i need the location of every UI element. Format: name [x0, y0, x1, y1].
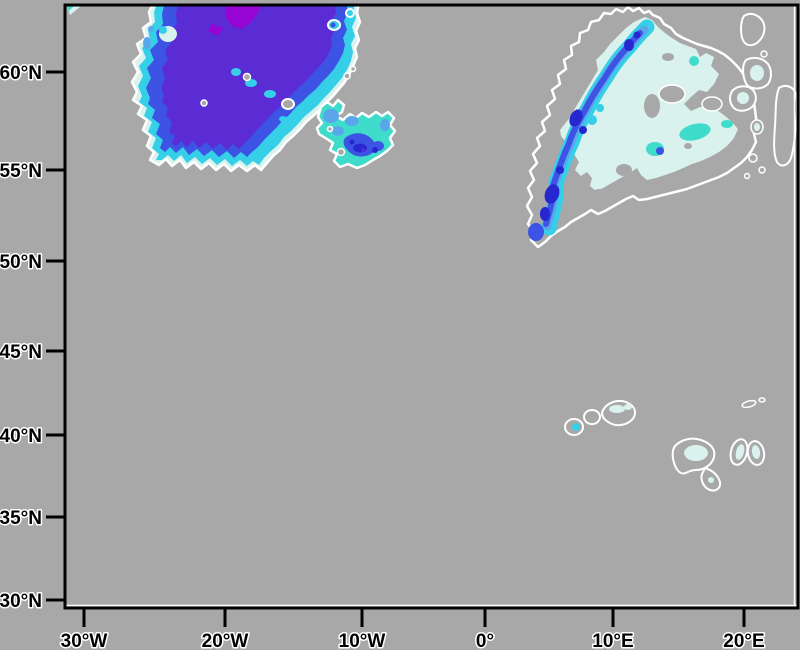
iceland-indigo-dot — [361, 148, 365, 152]
ne-island-palecyan-core — [750, 65, 764, 81]
alp-palecyan-core — [609, 405, 625, 413]
fjord-spot — [231, 68, 241, 76]
east-gray-islet — [343, 72, 351, 80]
turquoise-spot — [689, 56, 699, 66]
norway-darkblue-cores — [540, 31, 641, 221]
south-norway-blue-blob — [528, 223, 544, 241]
coastal-hole — [281, 98, 295, 110]
gray-dash — [741, 399, 757, 409]
region-northeast-islands — [729, 12, 797, 180]
y-tick-label: 60°N — [0, 63, 42, 84]
ne-island — [748, 153, 758, 163]
turquoise-spot — [679, 123, 711, 141]
x-tick-label: 20°E — [723, 631, 764, 650]
darkblue-core — [540, 207, 550, 221]
coastal-hole — [242, 72, 252, 82]
plot-frame — [63, 3, 800, 610]
apennine-palecyan-core — [684, 445, 708, 461]
fjord-spot — [264, 90, 276, 98]
iceland-skyblue-patches — [323, 109, 390, 136]
alp-palecyan-core — [624, 404, 632, 410]
skyblue-patch — [332, 126, 344, 136]
iceland-darkblue-core — [372, 147, 378, 153]
blue-dot-in-turquoise — [656, 147, 664, 155]
ne-island-palecyan-core — [754, 123, 760, 131]
ne-island-palecyan-core — [737, 92, 749, 104]
x-tick-label: 20°W — [202, 631, 249, 650]
interior-gray-hole — [632, 183, 648, 193]
east-islet-core — [330, 22, 336, 28]
y-tick-label: 30°N — [0, 591, 42, 612]
x-tick-label: 10°E — [592, 631, 633, 650]
apennine-palecyan-dot — [708, 477, 714, 483]
y-tick-label: 55°N — [0, 161, 42, 182]
greenland-contour-violet-core — [208, 6, 261, 36]
region-south-patches — [564, 397, 766, 492]
interior-gray-hole — [684, 143, 692, 149]
iceland-gray-hole — [326, 125, 334, 133]
ne-island — [760, 50, 768, 58]
interior-gray-hole — [662, 53, 674, 61]
balkan-palecyan-core — [735, 444, 745, 460]
interior-gray-hole — [616, 164, 632, 176]
region-southeast-greenland — [130, 6, 362, 173]
balkan-palecyan-core — [751, 445, 761, 459]
x-axis: 30°W 20°W 10°W 0° 10°E 20°E — [59, 609, 766, 650]
region-scandinavia — [525, 6, 759, 249]
east-islet — [345, 8, 355, 18]
x-tick-label: 10°W — [339, 631, 386, 650]
east-gray-islet — [349, 65, 357, 73]
x-tick-label: 0° — [476, 631, 494, 650]
y-tick-label: 45°N — [0, 342, 42, 363]
skyblue-patch — [345, 116, 359, 126]
y-tick-label: 50°N — [0, 252, 42, 273]
greenland-skyblue-dot — [148, 26, 154, 32]
corner-turquoise-tip — [67, 6, 74, 11]
x-tick-label: 30°W — [61, 631, 108, 650]
ne-island — [758, 166, 766, 174]
darkblue-core — [579, 126, 587, 134]
ne-island — [743, 172, 751, 180]
interior-gray-hole — [590, 189, 610, 203]
darkblue-core — [556, 166, 564, 174]
greenland-skyblue-dot — [143, 37, 151, 49]
gray-dash — [758, 397, 766, 403]
scandinavia-gray-holes — [590, 53, 723, 203]
coastal-hole — [200, 99, 208, 107]
darkblue-core — [624, 39, 634, 51]
fjord-spot — [279, 116, 287, 122]
ridge-cyan-spot — [596, 104, 604, 112]
interior-gray-hole — [644, 94, 660, 118]
darkblue-core — [569, 109, 583, 127]
iceland-gray-hole — [336, 147, 346, 157]
iceland-darkblue-core — [353, 143, 367, 153]
interior-gray-hole — [658, 84, 686, 104]
iceland-darkblue-core — [349, 139, 355, 145]
darkblue-core — [633, 31, 641, 39]
map-layers — [66, 6, 797, 607]
alp-lump — [583, 409, 601, 425]
region-iceland — [315, 98, 397, 170]
alp-cyan-dot — [572, 423, 580, 431]
ne-island — [740, 12, 766, 47]
greenland-cyan-dot — [159, 26, 167, 34]
y-axis: 60°N 55°N 50°N 45°N 40°N 35°N 30°N — [0, 62, 64, 614]
y-tick-label: 40°N — [0, 426, 42, 447]
y-tick-label: 35°N — [0, 508, 42, 529]
interior-gray-hole — [701, 96, 723, 112]
skyblue-patch — [323, 109, 339, 123]
greenland-coastal-holes — [200, 72, 295, 110]
ridge-cyan-spot — [587, 115, 597, 125]
skyblue-patch — [380, 119, 390, 131]
darkblue-core — [544, 184, 560, 204]
turquoise-spot — [721, 120, 733, 128]
